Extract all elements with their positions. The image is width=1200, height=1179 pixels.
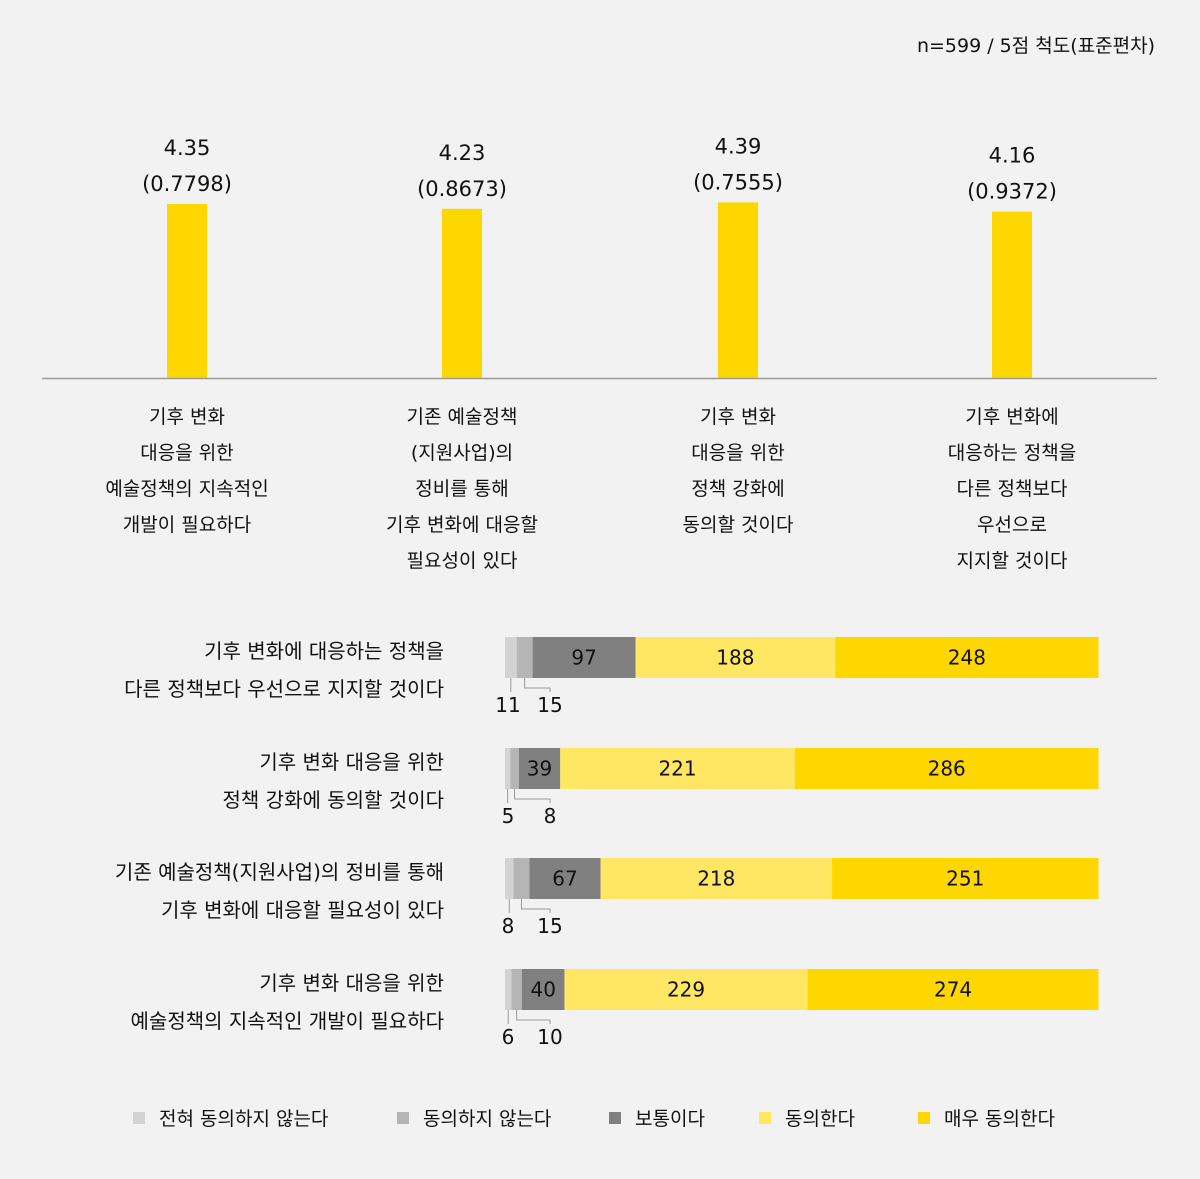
stacked-segment-row-2-series-2	[510, 748, 519, 789]
legend: 전혀 동의하지 않는다 동의하지 않는다 보통이다 동의한다 매우 동의한다	[133, 1108, 1055, 1130]
segment-value-label-row-4-series-3: 40	[530, 978, 555, 1002]
mean-bar-1	[167, 204, 207, 378]
segment-value-label-row-1-series-5: 248	[948, 646, 986, 670]
stacked-segment-row-4-series-5	[807, 969, 1099, 1010]
category-label-2-line-2: (지원사업)의	[411, 442, 513, 464]
small-value-label-row-2-series-2: 8	[544, 804, 557, 828]
segment-value-label-row-2-series-5: 286	[928, 757, 966, 781]
stacked-segment-row-3-series-4	[600, 858, 833, 899]
row-label-3-line-1: 기존 예술정책(지원사업)의 정비를 통해	[115, 860, 444, 884]
stacked-segment-row-1-series-1	[505, 637, 517, 678]
stacked-segment-row-1-series-2	[516, 637, 533, 678]
row-label-1-line-1: 기후 변화에 대응하는 정책을	[204, 639, 444, 663]
category-label-4-line-2: 대응하는 정책을	[948, 442, 1076, 464]
row-label-4-line-1: 기후 변화 대응을 위한	[259, 971, 444, 995]
stacked-segment-row-4-series-1	[505, 969, 512, 1010]
category-label-2-line-5: 필요성이 있다	[407, 550, 518, 572]
small-value-label-row-1-series-1: 11	[495, 693, 520, 717]
category-label-4-line-1: 기후 변화에	[965, 406, 1058, 428]
small-value-label-row-4-series-2: 10	[537, 1025, 562, 1049]
sample-note: n=599 / 5점 척도(표준편차)	[917, 35, 1155, 57]
leader-line-row-4-series-2	[516, 1010, 551, 1024]
mean-value-label-2: 4.23	[439, 141, 486, 165]
legend-swatch-3	[609, 1112, 621, 1124]
legend-swatch-5	[918, 1112, 930, 1124]
stacked-segment-row-3-series-3	[529, 858, 601, 899]
std-dev-label-1: (0.7798)	[142, 172, 232, 196]
legend-swatch-2	[397, 1112, 409, 1124]
row-label-1-line-2: 다른 정책보다 우선으로 지지할 것이다	[124, 677, 444, 701]
std-dev-label-3: (0.7555)	[693, 170, 783, 194]
category-label-4-line-5: 지지할 것이다	[957, 550, 1068, 572]
legend-label-4: 동의한다	[785, 1108, 855, 1130]
std-dev-label-2: (0.8673)	[417, 177, 507, 201]
legend-label-2: 동의하지 않는다	[423, 1108, 551, 1130]
leader-line-row-1-series-2	[524, 678, 551, 692]
category-label-3-line-2: 대응을 위한	[691, 442, 784, 464]
category-label-2-line-3: 정비를 통해	[415, 478, 508, 500]
mean-bar-2	[442, 208, 482, 378]
segment-value-label-row-1-series-3: 97	[571, 646, 596, 670]
legend-label-1: 전혀 동의하지 않는다	[159, 1108, 328, 1130]
segment-value-label-row-4-series-4: 229	[667, 978, 705, 1002]
small-value-label-row-3-series-1: 8	[502, 914, 515, 938]
segment-value-label-row-2-series-3: 39	[527, 757, 552, 781]
stacked-segment-row-2-series-1	[505, 748, 511, 789]
legend-label-3: 보통이다	[635, 1108, 705, 1130]
category-label-1-line-3: 예술정책의 지속적인	[105, 478, 268, 500]
row-label-2-line-2: 정책 강화에 동의할 것이다	[223, 788, 444, 812]
category-label-3-line-4: 동의할 것이다	[683, 514, 794, 536]
category-label-3-line-3: 정책 강화에	[691, 478, 784, 500]
category-label-1-line-4: 개발이 필요하다	[123, 514, 251, 536]
category-label-2-line-4: 기후 변화에 대응할	[386, 514, 538, 536]
segment-value-label-row-3-series-5: 251	[946, 867, 984, 891]
stacked-segment-row-2-series-3	[518, 748, 561, 789]
row-label-2-line-1: 기후 변화 대응을 위한	[259, 750, 444, 774]
stacked-segment-row-1-series-5	[835, 637, 1099, 678]
leader-line-row-2-series-2	[514, 789, 551, 803]
stacked-segment-row-3-series-1	[505, 858, 514, 899]
segment-value-label-row-3-series-4: 218	[697, 867, 735, 891]
leader-line-row-3-series-2	[520, 899, 551, 913]
mean-value-label-3: 4.39	[715, 134, 762, 158]
category-label-1-line-2: 대응을 위한	[140, 442, 233, 464]
stacked-segment-row-3-series-2	[513, 858, 530, 899]
small-value-label-row-3-series-2: 15	[537, 914, 562, 938]
stacked-segment-row-3-series-5	[832, 858, 1099, 899]
row-label-4-line-2: 예술정책의 지속적인 개발이 필요하다	[131, 1009, 444, 1033]
segment-value-label-row-1-series-4: 188	[716, 646, 754, 670]
category-label-3-line-1: 기후 변화	[700, 406, 776, 428]
std-dev-label-4: (0.9372)	[967, 180, 1057, 204]
mean-bar-3	[718, 202, 758, 378]
legend-swatch-1	[133, 1112, 145, 1124]
mean-bar-4	[992, 211, 1032, 378]
stacked-segment-row-4-series-2	[511, 969, 522, 1010]
segment-value-label-row-4-series-5: 274	[934, 978, 972, 1002]
stacked-segment-row-2-series-4	[560, 748, 795, 789]
stacked-segment-row-4-series-3	[521, 969, 565, 1010]
segment-value-label-row-3-series-3: 67	[552, 867, 577, 891]
stacked-segment-row-1-series-4	[635, 637, 836, 678]
small-value-label-row-2-series-1: 5	[502, 804, 515, 828]
category-label-4-line-4: 우선으로	[977, 514, 1047, 536]
small-value-label-row-4-series-1: 6	[502, 1025, 515, 1049]
category-label-2-line-1: 기존 예술정책	[407, 406, 518, 428]
category-label-4-line-3: 다른 정책보다	[957, 478, 1068, 500]
stacked-segment-row-4-series-4	[564, 969, 808, 1010]
stacked-segment-row-1-series-3	[532, 637, 636, 678]
category-label-1-line-1: 기후 변화	[149, 406, 225, 428]
legend-label-5: 매우 동의한다	[944, 1108, 1055, 1130]
legend-swatch-4	[759, 1112, 771, 1124]
stacked-segment-row-2-series-5	[794, 748, 1099, 789]
segment-value-label-row-2-series-4: 221	[658, 757, 696, 781]
row-label-3-line-2: 기후 변화에 대응할 필요성이 있다	[161, 898, 444, 922]
mean-value-label-4: 4.16	[989, 144, 1036, 168]
mean-value-label-1: 4.35	[164, 136, 211, 160]
small-value-label-row-1-series-2: 15	[537, 693, 562, 717]
